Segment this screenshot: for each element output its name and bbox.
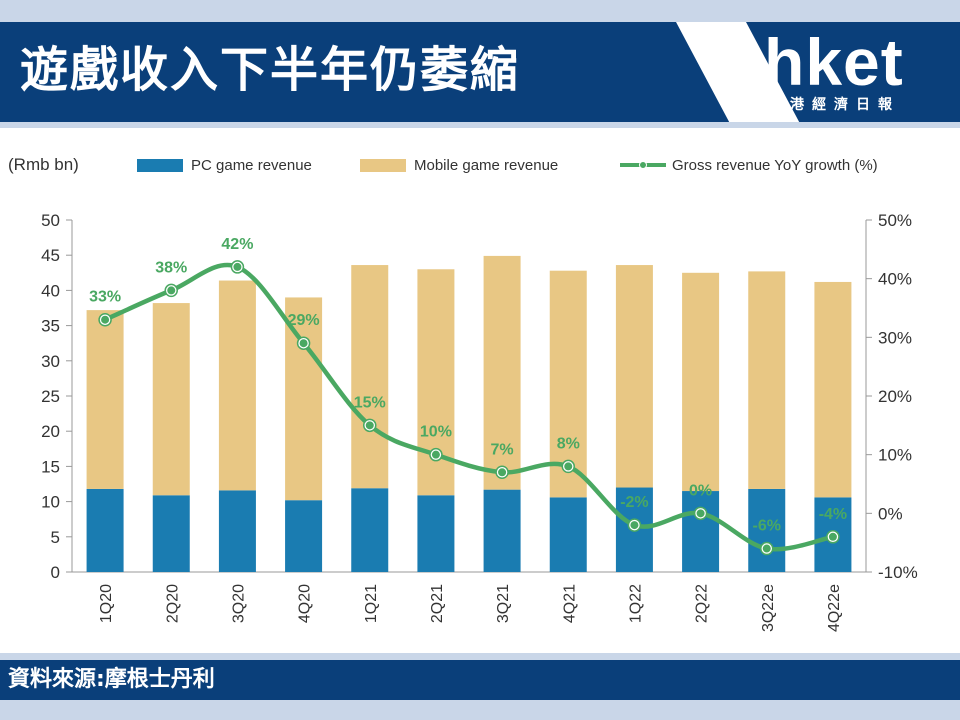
y2-tick-label: -10%	[878, 563, 918, 582]
growth-data-label: 10%	[420, 424, 452, 441]
growth-data-label: -4%	[819, 506, 847, 523]
growth-point-inner	[101, 315, 110, 324]
x-tick-label: 3Q22e	[760, 584, 777, 632]
growth-data-label: 0%	[689, 482, 712, 499]
y2-tick-label: 20%	[878, 387, 912, 406]
bar-mobile	[86, 310, 124, 489]
growth-point-inner	[365, 421, 374, 430]
growth-point-inner	[167, 286, 176, 295]
bar-mobile	[814, 281, 852, 498]
legend-pc-label: PC game revenue	[191, 157, 312, 174]
growth-data-label: 33%	[89, 289, 121, 306]
legend-mobile-swatch	[360, 159, 406, 172]
bar-pc	[218, 490, 256, 572]
y-tick-label: 25	[41, 387, 60, 406]
growth-data-label: -2%	[620, 494, 648, 511]
x-tick-label: 3Q21	[495, 584, 512, 623]
y-tick-label: 10	[41, 493, 60, 512]
growth-data-label: 8%	[557, 435, 580, 452]
x-tick-label: 4Q20	[297, 584, 314, 623]
growth-line	[104, 262, 834, 552]
bar-mobile	[152, 303, 190, 496]
growth-data-label: 38%	[155, 259, 187, 276]
y2-tick-label: 10%	[878, 446, 912, 465]
growth-point-inner	[696, 509, 705, 518]
bar-pc	[86, 488, 124, 572]
legend-pc-swatch	[137, 159, 183, 172]
bar-mobile	[483, 255, 521, 490]
x-tick-label: 4Q22e	[826, 584, 843, 632]
y2-tick-label: 40%	[878, 270, 912, 289]
bar-mobile	[285, 297, 323, 501]
growth-data-label: 29%	[288, 312, 320, 329]
growth-data-label: 15%	[354, 394, 386, 411]
logo-wordmark: hket	[764, 25, 904, 99]
y-tick-label: 15	[41, 457, 60, 476]
y2-tick-label: 50%	[878, 211, 912, 230]
y2-tick-label: 30%	[878, 328, 912, 347]
header-banner: 遊戲收入下半年仍萎縮 hket 香港經濟日報	[0, 22, 960, 122]
growth-point-inner	[299, 339, 308, 348]
bar-mobile	[682, 272, 720, 492]
x-tick-label: 1Q21	[363, 584, 380, 623]
growth-data-label: 7%	[491, 441, 514, 458]
source-note: 資料來源:摩根士丹利	[8, 667, 215, 692]
bar-pc	[285, 500, 323, 572]
y-tick-label: 0	[51, 563, 60, 582]
growth-data-label: -6%	[753, 518, 781, 535]
x-tick-label: 2Q21	[429, 584, 446, 623]
y-tick-label: 40	[41, 281, 60, 300]
bar-pc	[152, 495, 190, 572]
bar-mobile	[549, 270, 587, 498]
bar-mobile	[615, 265, 653, 488]
bar-pc	[682, 491, 720, 572]
growth-data-label: 42%	[221, 236, 253, 253]
bar-pc	[748, 488, 786, 572]
bar-pc	[417, 495, 455, 572]
growth-point-inner	[630, 521, 639, 530]
y-tick-label: 35	[41, 317, 60, 336]
growth-point-inner	[828, 532, 837, 541]
revenue-chart: (Rmb bn) PC game revenue Mobile game reven…	[8, 155, 918, 632]
x-tick-label: 2Q22	[694, 584, 711, 623]
legend-growth-marker	[639, 161, 647, 169]
bar-mobile	[351, 265, 389, 489]
bar-pc	[483, 489, 521, 572]
bar-mobile	[218, 280, 256, 491]
y-tick-label: 45	[41, 246, 60, 265]
growth-point-inner	[431, 450, 440, 459]
y-tick-label: 5	[51, 528, 60, 547]
x-tick-label: 1Q22	[627, 584, 644, 623]
legend-growth-label: Gross revenue YoY growth (%)	[672, 157, 878, 174]
chart-panel: (Rmb bn) PC game revenue Mobile game reven…	[0, 128, 960, 653]
growth-point-inner	[762, 544, 771, 553]
footer-banner: 資料來源:摩根士丹利	[0, 660, 960, 700]
y2-tick-label: 0%	[878, 504, 903, 523]
growth-point-inner	[233, 262, 242, 271]
growth-point-inner	[564, 462, 573, 471]
logo-subtitle: 香港經濟日報	[768, 97, 900, 113]
y-tick-label: 20	[41, 422, 60, 441]
x-tick-label: 2Q20	[164, 584, 181, 623]
x-tick-label: 4Q21	[561, 584, 578, 623]
bar-pc	[351, 488, 389, 572]
growth-point-inner	[498, 468, 507, 477]
y-tick-label: 50	[41, 211, 60, 230]
bar-pc	[549, 497, 587, 572]
hket-logo: hket 香港經濟日報	[730, 22, 960, 122]
page-title: 遊戲收入下半年仍萎縮	[20, 42, 521, 98]
y-unit-label: (Rmb bn)	[8, 155, 79, 174]
x-tick-label: 1Q20	[98, 584, 115, 623]
x-tick-label: 3Q20	[230, 584, 247, 623]
legend-mobile-label: Mobile game revenue	[414, 157, 558, 174]
y-tick-label: 30	[41, 352, 60, 371]
bar-mobile	[748, 271, 786, 489]
